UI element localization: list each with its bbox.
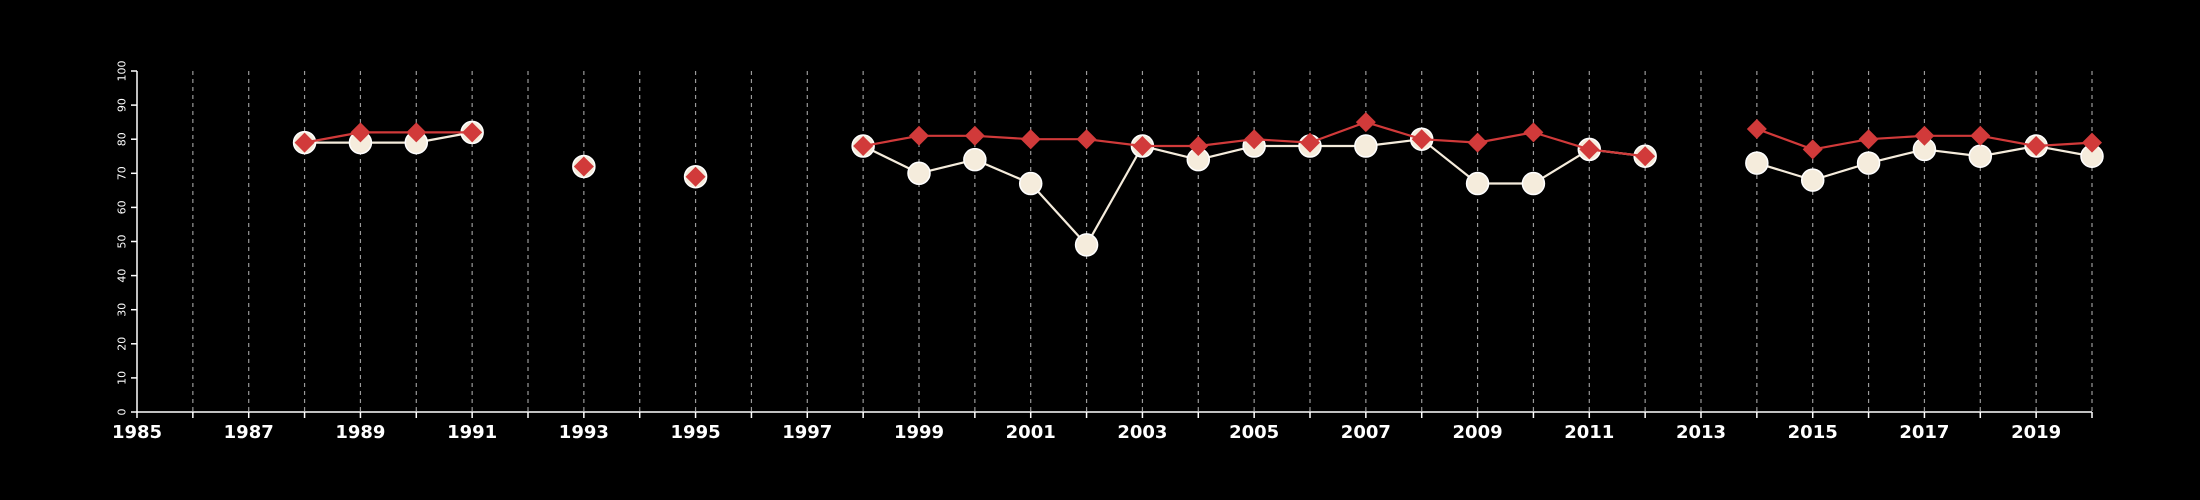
x-tick-label: 2003: [1117, 422, 1167, 443]
series-line-segment: [1756, 127, 1814, 151]
y-tick-label: 90: [116, 98, 129, 112]
y-tick-label: 10: [116, 371, 129, 385]
data-point: [1745, 151, 1769, 175]
data-point: [350, 122, 371, 143]
series-line-segment: [1477, 131, 1534, 144]
x-tick-label: 1995: [671, 422, 721, 443]
series-line-segment: [304, 131, 361, 144]
series-line-segment: [862, 134, 920, 148]
axes: [136, 71, 2092, 413]
data-point: [1523, 122, 1544, 143]
x-tick-label: 2005: [1229, 422, 1279, 443]
data-point: [1020, 129, 1041, 150]
data-point: [1244, 129, 1265, 150]
data-point: [963, 147, 987, 172]
y-tick-label: 20: [116, 337, 129, 351]
x-tick-label: 2017: [1899, 422, 1949, 443]
y-tick-label: 80: [116, 132, 129, 146]
data-point: [1968, 144, 1993, 168]
y-tick-label: 50: [116, 235, 129, 249]
data-point: [1074, 233, 1099, 257]
series-line-segment: [1086, 138, 1143, 148]
y-tick-labels: 0 10 20 30 40 50 60 70 80 90 100: [116, 61, 137, 416]
data-point: [907, 161, 931, 186]
y-tick-label: 100: [116, 61, 129, 82]
y-tick-label: 0: [116, 409, 129, 416]
x-tick-label: 2019: [2011, 422, 2061, 443]
y-tick-label: 70: [116, 166, 129, 180]
data-point: [1300, 132, 1320, 153]
x-tick-label: 2011: [1564, 422, 1614, 443]
data-point: [1411, 129, 1432, 150]
data-point: [1914, 125, 1935, 146]
series-line-segment: [1085, 145, 1144, 246]
data-point: [1635, 146, 1656, 167]
series-line-segment: [1421, 138, 1479, 185]
data-point: [1800, 168, 1825, 192]
x-tick-label: 1989: [335, 422, 385, 443]
series-line-segment: [1980, 134, 2037, 148]
series-line-segment: [1309, 121, 1367, 144]
series-line-segment: [1365, 121, 1423, 141]
data-point: [1521, 171, 1546, 196]
data-point: [1132, 136, 1153, 157]
x-tick-label: 1997: [782, 422, 832, 443]
data-point: [1355, 112, 1376, 133]
x-tick-label: 2009: [1453, 422, 1503, 443]
x-tick-label: 2015: [1788, 422, 1838, 443]
data-point: [964, 125, 985, 146]
series: [292, 112, 2104, 257]
data-point: [909, 125, 929, 146]
series-line-segment: [1533, 131, 1590, 151]
data-point: [573, 156, 594, 177]
x-tick-label: 1987: [224, 422, 274, 443]
data-point: [1856, 151, 1881, 175]
series-2: [294, 112, 2102, 187]
x-tick-label: 1991: [447, 422, 497, 443]
data-point: [462, 122, 483, 143]
data-point: [1858, 129, 1879, 150]
x-tick-label: 1999: [894, 422, 944, 443]
data-point: [1746, 118, 1767, 139]
data-point: [2026, 136, 2047, 157]
series-line-segment: [1812, 138, 1869, 151]
data-point: [1465, 171, 1490, 196]
data-point: [406, 122, 427, 143]
data-point: [2082, 132, 2102, 153]
x-tick-label: 1985: [112, 422, 162, 443]
data-point: [294, 132, 315, 153]
data-point: [1579, 139, 1600, 160]
data-point: [1970, 125, 1991, 146]
data-point: [1467, 132, 1488, 153]
vertical-grid: [136, 71, 2093, 418]
series-line-segment: [1198, 138, 1255, 148]
data-point: [1354, 134, 1378, 158]
data-point: [1802, 139, 1823, 160]
x-tick-label: 2013: [1676, 422, 1726, 443]
data-point: [1076, 129, 1097, 150]
y-tick-label: 40: [116, 269, 129, 283]
series-line-segment: [1029, 182, 1088, 246]
data-point: [685, 166, 706, 187]
x-tick-label: 2007: [1341, 422, 1391, 443]
y-tick-label: 30: [116, 303, 129, 317]
x-tick-labels: 1985 1987 1989 1991 1993 1995 1997 1999 2001 2003…: [112, 422, 2061, 443]
data-point: [1018, 171, 1043, 196]
y-tick-label: 60: [116, 200, 129, 214]
data-point: [1188, 136, 1209, 157]
x-tick-label: 1993: [559, 422, 609, 443]
x-tick-label: 2001: [1006, 422, 1056, 443]
series-line-segment: [1589, 148, 1646, 158]
data-point: [853, 136, 874, 157]
